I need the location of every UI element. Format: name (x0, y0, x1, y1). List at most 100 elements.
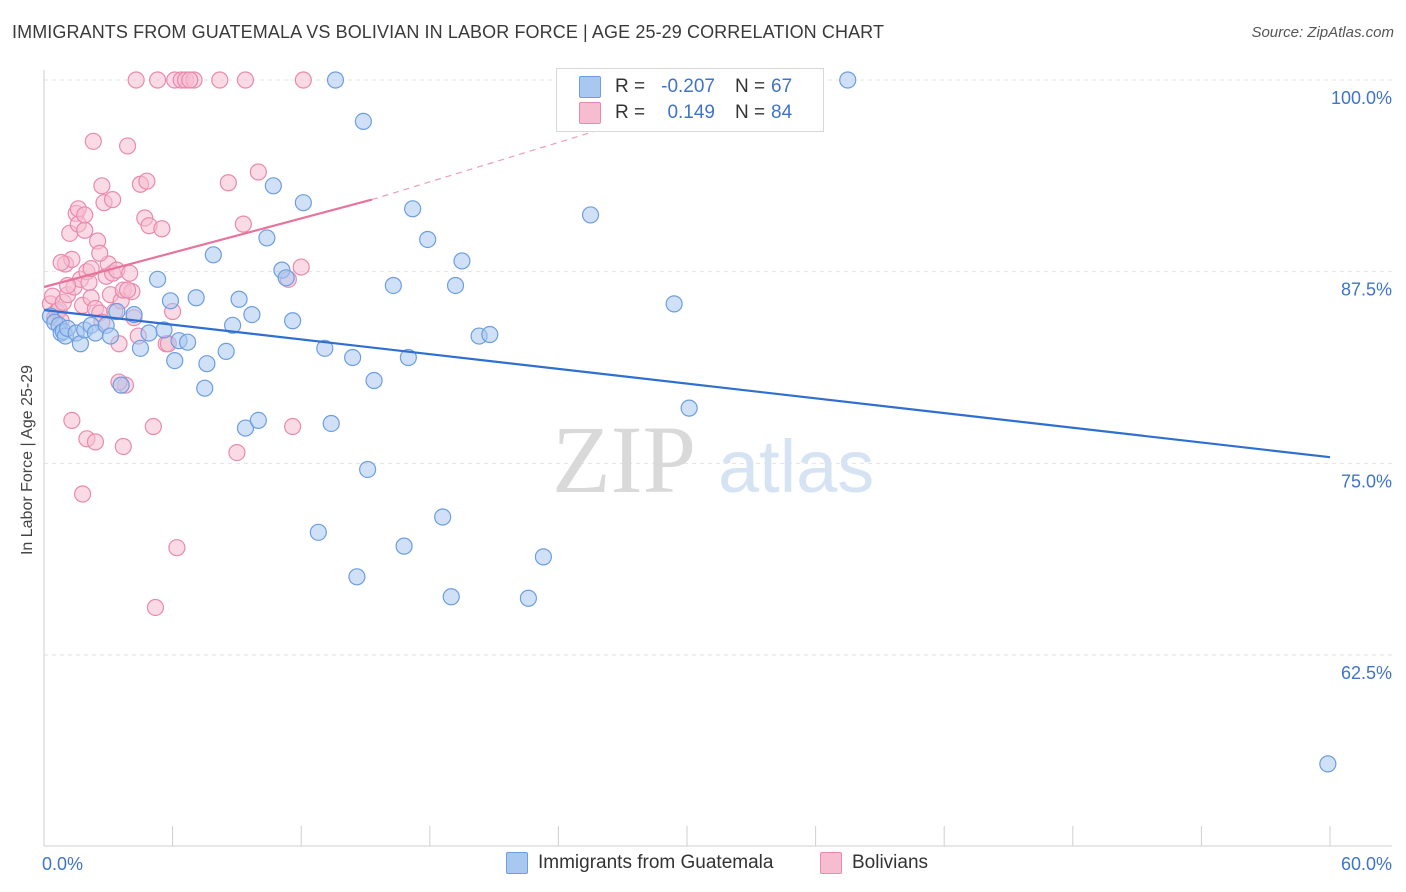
data-point (292, 258, 310, 276)
data-point (384, 276, 402, 295)
correlation-legend: R = -0.207 N = 67 R = 0.149 N = 84 (556, 68, 824, 132)
legend-label-bolivians: Bolivians (852, 852, 929, 873)
legend-item-guatemala[interactable]: Immigrants from Guatemala (506, 852, 773, 874)
legend-r-key: R = (615, 102, 646, 123)
legend-r-value: -0.207 (661, 76, 715, 97)
data-point (419, 230, 437, 249)
data-point (118, 281, 137, 299)
data-point (73, 485, 92, 503)
x-tick-label: 60.0% (1341, 854, 1392, 874)
data-point (442, 588, 460, 606)
legend-row-bolivians: R = 0.149 N = 84 (579, 101, 811, 125)
trend-lines (43, 79, 1331, 459)
data-point (144, 417, 162, 436)
data-point (63, 411, 81, 429)
data-point (236, 419, 255, 437)
data-point (234, 215, 252, 233)
trend-line-extension (371, 79, 763, 201)
data-point (179, 333, 197, 351)
data-point (108, 302, 126, 321)
data-point (168, 539, 186, 557)
data-point (322, 414, 340, 433)
legend-n-value: 67 (771, 76, 793, 97)
tick-labels: 62.5% 75.0% 87.5% 100.0% 0.0% 60.0% (42, 88, 1392, 874)
legend-row-guatemala: R = -0.207 N = 67 (579, 75, 811, 99)
data-point (118, 137, 137, 155)
data-point (148, 71, 167, 89)
data-point (204, 246, 222, 264)
data-point (243, 306, 261, 324)
data-point (316, 339, 334, 357)
data-point (155, 321, 173, 339)
data-point (680, 399, 698, 417)
data-point (224, 316, 242, 334)
data-point (76, 206, 94, 224)
grid-lines (44, 79, 1392, 656)
data-point (217, 342, 235, 360)
data-point (196, 379, 214, 397)
legend-swatch-guatemala (579, 76, 601, 98)
legend-n-value: 84 (771, 102, 793, 123)
data-point (219, 174, 237, 192)
legend-item-bolivians[interactable]: Bolivians (820, 852, 928, 874)
source-label: Source: ZipAtlas.com (1251, 24, 1394, 41)
data-point (127, 71, 145, 89)
data-point (103, 191, 122, 209)
data-point (236, 71, 255, 89)
data-point (284, 417, 302, 436)
data-point (148, 270, 167, 288)
data-point (519, 589, 537, 607)
data-point (581, 206, 600, 224)
y-tick-label: 100.0% (1331, 88, 1392, 108)
data-point (211, 71, 229, 89)
y-tick-label: 87.5% (1341, 280, 1392, 300)
legend-n-key: N = (735, 76, 766, 97)
legend-swatch-bolivians (579, 102, 601, 124)
data-point (404, 200, 422, 218)
data-point (114, 437, 132, 456)
data-point (228, 444, 246, 462)
watermark-zip: ZIP (552, 406, 696, 513)
data-point (344, 348, 362, 367)
data-point (161, 292, 180, 310)
data-point (534, 548, 552, 566)
data-point (294, 71, 312, 89)
data-point (249, 411, 267, 429)
series-legend: Immigrants from Guatemala Bolivians (0, 852, 1406, 878)
data-point (665, 295, 683, 313)
data-point (395, 537, 413, 555)
data-point (359, 460, 377, 479)
data-point (258, 229, 276, 247)
data-point (112, 376, 130, 394)
data-point (76, 221, 94, 239)
data-point (230, 290, 248, 308)
data-point (101, 327, 120, 345)
watermark-atlas: atlas (718, 425, 874, 508)
data-point (348, 568, 366, 586)
legend-n-key: N = (735, 102, 766, 123)
data-point (481, 325, 499, 344)
data-point (1319, 755, 1337, 773)
legend-label-guatemala: Immigrants from Guatemala (538, 852, 774, 873)
data-point (138, 172, 156, 190)
data-point (153, 220, 171, 238)
data-point (249, 163, 267, 181)
data-point (86, 433, 105, 451)
chart-title: IMMIGRANTS FROM GUATEMALA VS BOLIVIAN IN… (12, 22, 885, 42)
data-point (399, 348, 417, 367)
data-point (326, 71, 345, 89)
data-point (309, 523, 327, 541)
data-point (121, 264, 139, 282)
data-point (839, 71, 857, 89)
data-point (453, 252, 471, 270)
data-point (446, 276, 465, 295)
legend-swatch-guatemala (506, 852, 528, 874)
axes (43, 70, 1392, 847)
data-point (181, 71, 199, 89)
data-point (140, 324, 158, 342)
data-point (277, 269, 295, 287)
trend-line (43, 308, 1331, 459)
legend-r-key: R = (615, 76, 646, 97)
series-guatemala (41, 71, 1337, 773)
